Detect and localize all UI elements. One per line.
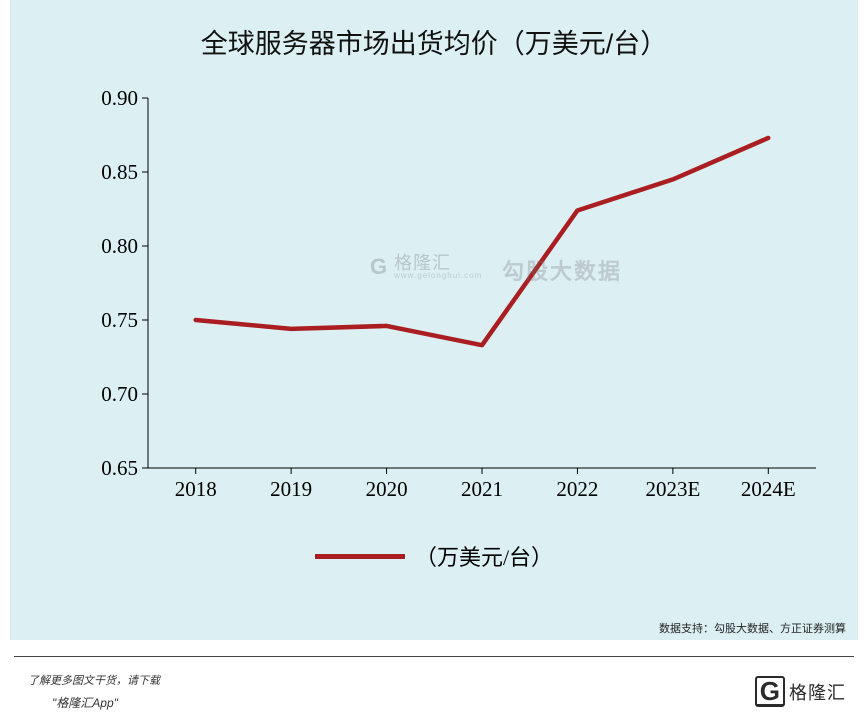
footer-line-1: 了解更多图文干货，请下载 bbox=[28, 672, 160, 688]
svg-text:0.70: 0.70 bbox=[101, 382, 138, 406]
svg-text:2019: 2019 bbox=[270, 477, 312, 501]
chart-title: 全球服务器市场出货均价（万美元/台） bbox=[10, 0, 858, 61]
footer-line-2: "格隆汇App" bbox=[52, 694, 118, 711]
watermark-logo-icon: G bbox=[370, 254, 388, 280]
svg-text:2024E: 2024E bbox=[741, 477, 796, 501]
chart-legend: （万美元/台） bbox=[10, 540, 858, 572]
legend-line-swatch bbox=[315, 554, 405, 559]
plot-area: 0.65 0.70 0.75 0.80 0.85 0.90 2018 2019 2020 2021… bbox=[70, 86, 830, 516]
svg-text:2021: 2021 bbox=[461, 477, 503, 501]
footer-logo-icon: G bbox=[755, 676, 785, 707]
svg-text:0.75: 0.75 bbox=[101, 308, 138, 332]
svg-text:0.85: 0.85 bbox=[101, 160, 138, 184]
svg-text:0.90: 0.90 bbox=[101, 86, 138, 110]
svg-text:0.80: 0.80 bbox=[101, 234, 138, 258]
svg-text:2020: 2020 bbox=[366, 477, 408, 501]
svg-text:2022: 2022 bbox=[556, 477, 598, 501]
svg-text:2023E: 2023E bbox=[645, 477, 700, 501]
legend-label: （万美元/台） bbox=[415, 540, 553, 572]
page-root: 全球服务器市场出货均价（万美元/台） 0.650.700.750.800.850… bbox=[0, 0, 868, 726]
line-chart-svg: 0.65 0.70 0.75 0.80 0.85 0.90 2018 2019 2020 2021… bbox=[70, 86, 830, 516]
footer: 了解更多图文干货，请下载 "格隆汇App" G 格隆汇 bbox=[0, 666, 868, 726]
watermark-gogudata: 勾股大数据 bbox=[502, 254, 622, 286]
footer-logo: G 格隆汇 bbox=[755, 676, 846, 707]
watermark-left-text: 格隆汇 bbox=[394, 254, 482, 272]
svg-text:2018: 2018 bbox=[175, 477, 217, 501]
watermark-gelonghui: G 格隆汇 www.gelonghui.com bbox=[370, 254, 482, 280]
chart-panel: 全球服务器市场出货均价（万美元/台） 0.650.700.750.800.850… bbox=[10, 0, 858, 640]
svg-text:0.65: 0.65 bbox=[101, 456, 138, 480]
footer-divider bbox=[14, 656, 854, 657]
watermark-left-sub: www.gelonghui.com bbox=[394, 272, 482, 280]
data-source-text: 数据支持：勾股大数据、方正证券测算 bbox=[659, 620, 846, 636]
footer-logo-text: 格隆汇 bbox=[789, 679, 846, 705]
